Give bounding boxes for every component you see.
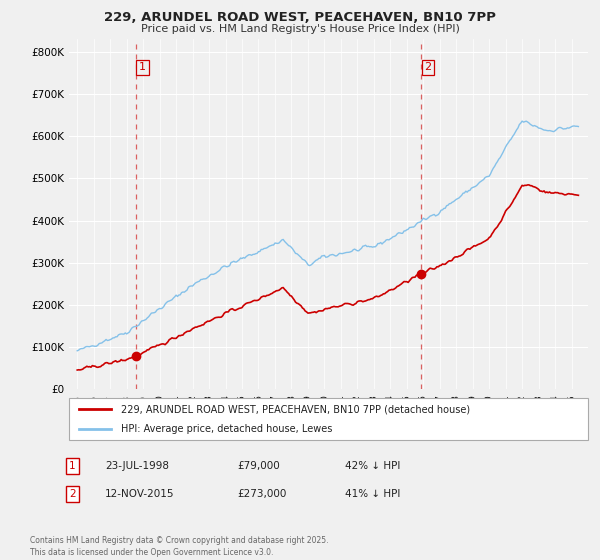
Text: 1: 1: [69, 461, 76, 471]
Text: 229, ARUNDEL ROAD WEST, PEACEHAVEN, BN10 7PP (detached house): 229, ARUNDEL ROAD WEST, PEACEHAVEN, BN10…: [121, 404, 470, 414]
Text: Price paid vs. HM Land Registry's House Price Index (HPI): Price paid vs. HM Land Registry's House …: [140, 24, 460, 34]
Text: Contains HM Land Registry data © Crown copyright and database right 2025.
This d: Contains HM Land Registry data © Crown c…: [30, 536, 329, 557]
Text: 2: 2: [424, 62, 431, 72]
Text: 12-NOV-2015: 12-NOV-2015: [105, 489, 175, 499]
Text: 42% ↓ HPI: 42% ↓ HPI: [345, 461, 400, 471]
Text: £273,000: £273,000: [237, 489, 286, 499]
Text: HPI: Average price, detached house, Lewes: HPI: Average price, detached house, Lewe…: [121, 424, 332, 434]
Text: 23-JUL-1998: 23-JUL-1998: [105, 461, 169, 471]
Text: 41% ↓ HPI: 41% ↓ HPI: [345, 489, 400, 499]
Text: £79,000: £79,000: [237, 461, 280, 471]
Text: 1: 1: [139, 62, 146, 72]
Text: 229, ARUNDEL ROAD WEST, PEACEHAVEN, BN10 7PP: 229, ARUNDEL ROAD WEST, PEACEHAVEN, BN10…: [104, 11, 496, 24]
Text: 2: 2: [69, 489, 76, 499]
